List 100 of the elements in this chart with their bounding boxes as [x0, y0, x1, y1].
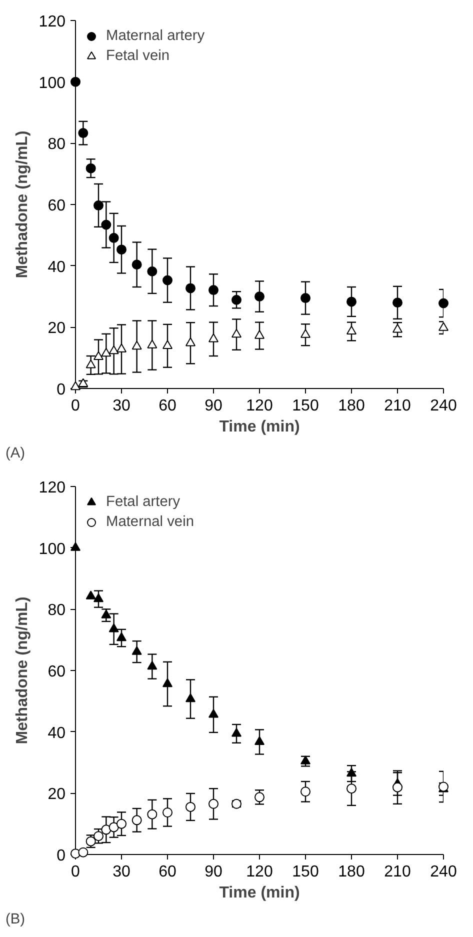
- point: [208, 285, 218, 296]
- point: [208, 798, 218, 809]
- point: [70, 76, 80, 87]
- point: [147, 266, 158, 276]
- x-tick-label: 150: [292, 398, 319, 414]
- x-axis-title: Time (min): [219, 418, 300, 436]
- point: [108, 232, 119, 243]
- legend-label: Fetal artery: [106, 494, 180, 510]
- point: [300, 786, 310, 797]
- text: (A): [6, 446, 26, 462]
- y-tick-label: 0: [56, 848, 66, 864]
- point: [132, 815, 142, 826]
- x-tick-label: 210: [384, 398, 411, 414]
- x-tick-label: 30: [112, 864, 130, 880]
- point: [101, 824, 112, 835]
- point: [78, 378, 88, 387]
- point: [346, 768, 356, 777]
- point: [132, 646, 142, 655]
- point: [208, 708, 218, 718]
- point: [186, 337, 196, 346]
- y-tick-label: 40: [48, 258, 66, 276]
- x-tick-label: 240: [430, 398, 457, 414]
- point: [78, 128, 88, 138]
- point: [392, 298, 402, 308]
- point: [392, 782, 402, 792]
- x-tick-label: 120: [246, 398, 273, 414]
- x-tick-label: 120: [246, 864, 273, 880]
- point: [438, 298, 448, 308]
- y-tick-label: 100: [38, 74, 66, 92]
- point: [147, 660, 158, 670]
- point: [86, 359, 96, 368]
- point: [300, 293, 310, 304]
- x-tick-label: 0: [71, 398, 80, 414]
- point: [94, 200, 104, 210]
- point: [186, 802, 196, 812]
- point: [108, 623, 119, 632]
- x-tick-label: 90: [204, 864, 222, 880]
- point: [438, 322, 448, 331]
- x-tick-label: 30: [112, 398, 130, 414]
- point: [101, 348, 112, 357]
- x-tick-label: 90: [204, 398, 222, 414]
- y-tick-label: 80: [48, 136, 66, 154]
- point: [232, 728, 242, 737]
- y-tick-label: 120: [38, 14, 66, 30]
- legend-label: Fetal vein: [106, 48, 170, 64]
- point: [346, 326, 356, 335]
- legend-label: Maternal artery: [106, 28, 205, 44]
- point: [232, 294, 242, 305]
- y-axis-title: Methadone (ng/mL): [14, 130, 31, 278]
- point: [392, 324, 402, 333]
- point: [186, 283, 196, 294]
- point: [94, 831, 104, 842]
- x-tick-label: 0: [71, 864, 80, 880]
- point: [116, 244, 126, 255]
- x-tick-label: 180: [338, 398, 365, 414]
- point: [132, 340, 142, 350]
- legend-label: Maternal vein: [106, 514, 194, 530]
- y-tick-label: 100: [38, 540, 66, 558]
- point: [70, 542, 80, 551]
- point: [254, 330, 264, 339]
- x-tick-label: 180: [338, 864, 365, 880]
- x-axis-title: Time (min): [219, 884, 300, 902]
- point: [108, 822, 119, 832]
- y-tick-label: 20: [48, 320, 66, 338]
- point: [162, 275, 172, 286]
- point: [70, 381, 80, 390]
- point: [300, 756, 310, 764]
- point: [186, 693, 196, 702]
- y-axis-title: Methadone (ng/mL): [14, 596, 31, 744]
- point: [232, 328, 242, 338]
- point: [108, 345, 119, 354]
- point: [300, 329, 310, 338]
- point: [254, 736, 264, 746]
- point: [116, 344, 126, 352]
- point: [94, 351, 104, 360]
- y-tick-label: 120: [38, 480, 66, 496]
- point: [162, 807, 172, 818]
- x-tick-label: 150: [292, 864, 319, 880]
- x-tick-label: 60: [158, 864, 176, 880]
- point: [147, 809, 158, 820]
- point: [116, 632, 126, 642]
- y-tick-label: 20: [48, 786, 66, 804]
- y-tick-label: 0: [56, 382, 66, 398]
- y-tick-label: 60: [48, 198, 66, 214]
- y-tick-label: 60: [48, 664, 66, 680]
- x-tick-label: 60: [158, 398, 176, 414]
- y-tick-label: 40: [48, 724, 66, 742]
- point: [162, 678, 172, 688]
- point: [116, 818, 126, 829]
- point: [254, 792, 264, 802]
- point: [162, 340, 172, 349]
- point: [86, 163, 96, 174]
- point: [346, 784, 356, 794]
- text: (B): [6, 912, 26, 928]
- x-tick-label: 210: [384, 864, 411, 880]
- point: [254, 292, 264, 302]
- point: [86, 590, 96, 600]
- y-tick-label: 80: [48, 602, 66, 620]
- point: [101, 220, 112, 230]
- point: [94, 593, 104, 602]
